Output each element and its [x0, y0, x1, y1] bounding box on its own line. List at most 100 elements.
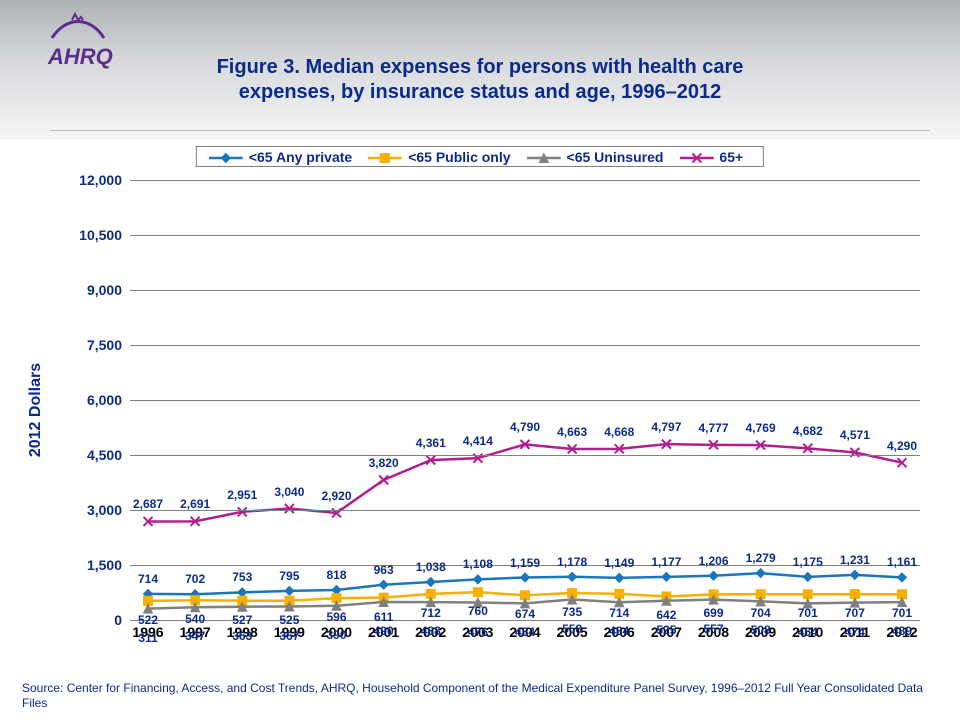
title-line-1: Figure 3. Median expenses for persons wi…	[217, 56, 744, 78]
data-label: 4,777	[698, 421, 728, 435]
gridline	[130, 290, 920, 291]
data-label: 490	[374, 624, 394, 638]
y-tick-label: 9,000	[87, 282, 122, 298]
gridline	[130, 455, 920, 456]
chart: <65 Any private <65 Public only <65 Uninsu…	[0, 140, 960, 680]
legend-swatch	[679, 149, 713, 165]
y-tick-label: 6,000	[87, 392, 122, 408]
data-label: 702	[185, 572, 205, 586]
data-label: 1,178	[557, 555, 587, 569]
y-tick-label: 4,500	[87, 447, 122, 463]
data-label: 1,206	[698, 554, 728, 568]
data-label: 1,108	[463, 557, 493, 571]
data-label: 642	[656, 608, 676, 622]
data-label: 1,161	[887, 555, 917, 569]
data-label: 795	[279, 569, 299, 583]
header-divider	[50, 130, 930, 131]
data-label: 3,040	[274, 485, 304, 499]
data-label: 707	[845, 606, 865, 620]
data-label: 1,038	[416, 560, 446, 574]
data-label: 347	[185, 629, 205, 643]
data-label: 611	[374, 610, 393, 624]
plot-area: 01,5003,0004,5006,0007,5009,00010,50012,…	[130, 180, 920, 620]
y-tick-label: 0	[114, 612, 122, 628]
gridline	[130, 345, 920, 346]
data-label: 476	[468, 625, 488, 639]
data-label: 4,361	[416, 436, 446, 450]
data-label: 508	[751, 623, 771, 637]
data-label: 454	[798, 625, 818, 639]
data-label: 753	[232, 570, 252, 584]
legend-label: <65 Uninsured	[567, 149, 664, 165]
data-label: 4,668	[604, 425, 634, 439]
data-label: 701	[892, 606, 912, 620]
data-label: 367	[279, 629, 299, 643]
data-label: 3,820	[369, 456, 399, 470]
data-label: 4,790	[510, 420, 540, 434]
data-label: 557	[703, 622, 723, 636]
data-label: 311	[138, 631, 157, 645]
data-label: 540	[185, 612, 205, 626]
data-label: 701	[798, 606, 818, 620]
data-label: 522	[138, 613, 158, 627]
data-label: 527	[232, 613, 252, 627]
source-note: Source: Center for Financing, Access, an…	[22, 681, 938, 712]
legend-label: <65 Public only	[408, 149, 510, 165]
data-label: 674	[515, 607, 535, 621]
data-label: 1,175	[793, 555, 823, 569]
data-label: 1,159	[510, 556, 540, 570]
data-label: 484	[609, 624, 629, 638]
gridline	[130, 400, 920, 401]
data-label: 4,769	[746, 421, 776, 435]
data-label: 1,231	[840, 553, 870, 567]
y-tick-label: 10,500	[79, 227, 122, 243]
figure-title: Figure 3. Median expenses for persons wi…	[0, 55, 960, 105]
data-label: 1,149	[604, 556, 634, 570]
gridline	[130, 510, 920, 511]
legend-label: <65 Any private	[249, 149, 352, 165]
data-label: 488	[421, 624, 441, 638]
data-label: 1,177	[651, 555, 681, 569]
y-axis-title: 2012 Dollars	[27, 363, 45, 457]
data-label: 4,682	[793, 424, 823, 438]
y-tick-label: 12,000	[79, 172, 122, 188]
data-label: 760	[468, 604, 488, 618]
data-label: 699	[703, 606, 723, 620]
data-label: 963	[374, 563, 394, 577]
gridline	[130, 180, 920, 181]
data-label: 4,663	[557, 425, 587, 439]
legend: <65 Any private <65 Public only <65 Uninsu…	[196, 146, 764, 167]
data-label: 4,797	[651, 420, 681, 434]
data-label: 712	[421, 606, 441, 620]
data-label: 558	[562, 622, 582, 636]
data-label: 596	[326, 610, 346, 624]
data-label: 1,279	[746, 551, 776, 565]
data-label: 525	[279, 613, 299, 627]
data-label: 818	[326, 568, 346, 582]
data-label: 714	[138, 572, 158, 586]
data-label: 4,414	[463, 434, 493, 448]
data-label: 2,951	[227, 488, 257, 502]
data-label: 735	[562, 605, 582, 619]
logo-swoosh-icon	[48, 12, 108, 42]
data-label: 2,691	[180, 497, 210, 511]
data-label: 363	[232, 629, 252, 643]
data-label: 4,571	[840, 428, 870, 442]
data-label: 4,290	[887, 439, 917, 453]
data-label: 454	[515, 625, 535, 639]
data-label: 2,687	[133, 497, 163, 511]
y-tick-label: 7,500	[87, 337, 122, 353]
legend-label: 65+	[719, 149, 743, 165]
y-tick-label: 1,500	[87, 557, 122, 573]
data-label: 390	[326, 628, 346, 642]
data-label: 714	[609, 606, 629, 620]
data-label: 2,920	[321, 489, 351, 503]
legend-swatch	[368, 149, 402, 165]
data-label: 489	[892, 624, 912, 638]
y-tick-label: 3,000	[87, 502, 122, 518]
data-label: 704	[751, 606, 771, 620]
title-line-2: expenses, by insurance status and age, 1…	[239, 81, 721, 103]
data-label: 474	[845, 625, 865, 639]
data-label: 525	[656, 623, 676, 637]
legend-swatch	[527, 149, 561, 165]
